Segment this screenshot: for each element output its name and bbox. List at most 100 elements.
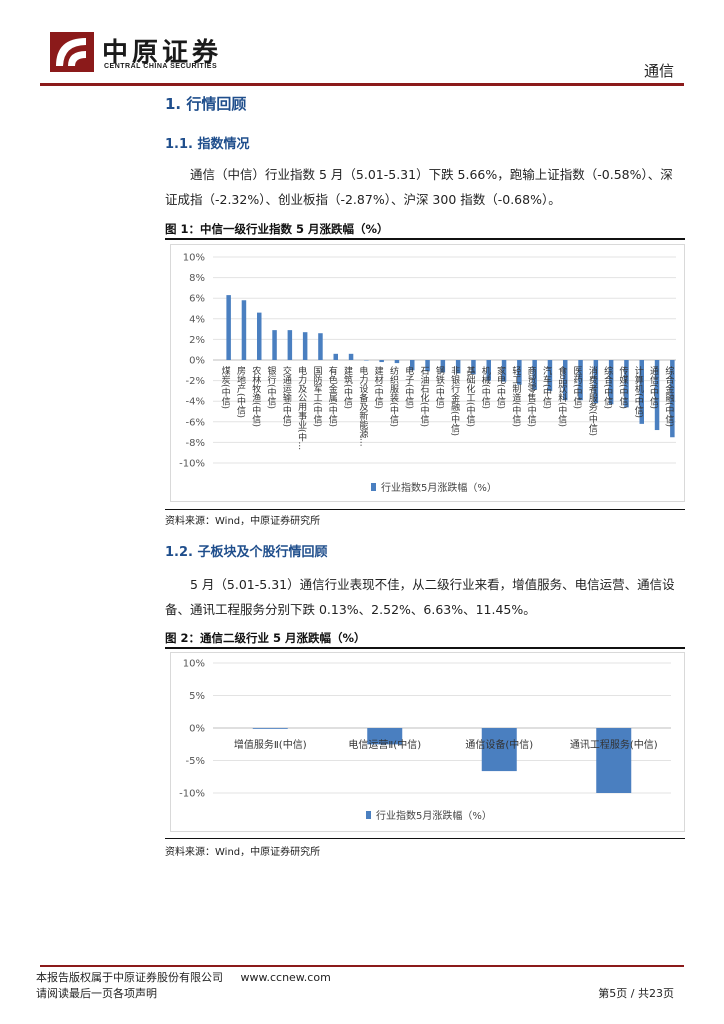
bar [287, 330, 293, 360]
chart2-svg: 10% 5% 0% -5% -10% 增值服务Ⅱ(中信) 电信运营Ⅱ(中信) 通信设备(中信)… [179, 659, 671, 822]
x-category-label: 基础化工(中信) [464, 365, 475, 427]
x-category-label: 轻工制造(中信) [510, 365, 520, 427]
figure2-title: 图 2：通信二级行业 5 月涨跌幅（%） [165, 631, 366, 645]
legend-swatch [371, 483, 376, 491]
x-category-label: 电子(中信) [403, 365, 414, 409]
y-tick-label: -10% [179, 789, 205, 800]
legend-label: 行业指数5月涨跌幅（%） [381, 481, 497, 494]
bar [624, 360, 629, 408]
chart1-svg: 10% 8% 6% 4% 2% 0% -2% -4% -6% -8% -10% 煤炭(中信) 房地产(中… [179, 253, 676, 494]
y-tick-label: -2% [186, 376, 205, 387]
figure2-bottom-rule [165, 838, 685, 839]
header-divider [40, 83, 684, 86]
figure1-bottom-rule [165, 509, 685, 510]
subsection-title-index: 1.1. 指数情况 [165, 137, 250, 152]
footer-disclaimer: 请阅读最后一页各项声明 [36, 987, 157, 1000]
legend: 行业指数5月涨跌幅（%） [371, 481, 497, 494]
x-category-label: 汽车(中信) [541, 365, 552, 409]
bar [455, 360, 461, 374]
bar [364, 360, 369, 361]
x-category-label: 计算机(中信) [633, 365, 644, 418]
section-title: 1. 行情回顾 [165, 95, 247, 113]
figure2-chart: 10% 5% 0% -5% -10% 增值服务Ⅱ(中信) 电信运营Ⅱ(中信) 通信设备(中信)… [170, 652, 685, 832]
x-category-label: 石油石化(中信) [419, 366, 430, 427]
bar [425, 360, 430, 372]
x-category-label: 医药(中信) [572, 366, 583, 409]
bar [596, 728, 632, 793]
bar [501, 360, 507, 382]
x-category-label: 非银行金融(中信) [449, 365, 460, 436]
x-category-label: 通信(中信) [648, 366, 659, 409]
bar [226, 295, 231, 360]
bar [517, 360, 522, 385]
figure1-top-rule [165, 238, 685, 240]
y-tick-label: 8% [189, 273, 205, 284]
bar [481, 728, 517, 772]
y-tick-label: -10% [179, 459, 205, 470]
bar [532, 360, 537, 390]
bar [440, 360, 446, 373]
x-category-label: 有色金属(中信) [327, 365, 338, 427]
x-category-label: 电力设备及新能源... [357, 365, 368, 447]
bar [410, 360, 415, 371]
x-category-label: 建材(中信) [373, 365, 384, 409]
x-category-label: 农林牧渔(中信) [250, 365, 261, 427]
x-category-label: 综合(中信) [602, 365, 613, 409]
website-link[interactable]: www.ccnew.com [240, 971, 331, 984]
x-category-label: 食品饮料(中信) [556, 365, 567, 427]
copyright-text: 本报告版权属于中原证券股份有限公司 [36, 971, 223, 984]
bar [333, 353, 338, 360]
bar [257, 312, 262, 360]
x-category-label: 通信设备(中信) [465, 738, 533, 751]
index-paragraph: 通信（中信）行业指数 5 月（5.01-5.31）下跌 5.66%，跑输上证指数… [165, 167, 673, 207]
x-category-label: 建筑(中信) [342, 365, 353, 409]
x-category-label: 通讯工程服务(中信) [570, 738, 658, 751]
bar [394, 360, 400, 364]
logo-text: 中原证券 [102, 38, 223, 68]
bar [302, 332, 308, 360]
bar [348, 353, 354, 360]
x-category-label: 银行(中信) [266, 365, 277, 409]
legend-label: 行业指数5月涨跌幅（%） [376, 809, 492, 822]
figure1-title: 图 1：中信一级行业指数 5 月涨跌幅（%） [165, 222, 389, 236]
figure2-top-rule [165, 647, 685, 649]
bar [318, 333, 323, 360]
footer-copyright: 本报告版权属于中原证券股份有限公司 www.ccnew.com [36, 969, 331, 985]
page-number: 第5页 / 共23页 [598, 987, 674, 1000]
bar [578, 360, 583, 401]
bar [639, 360, 644, 424]
y-tick-label: 0% [189, 356, 205, 367]
figure1-source: 资料来源：Wind，中原证券研究所 [165, 516, 321, 527]
x-category-label: 传媒(中信) [617, 365, 628, 409]
sectors-paragraph: 5 月（5.01-5.31）通信行业表现不佳，从二级行业来看，增值服务、电信运营… [165, 577, 675, 617]
x-category-label: 增值服务Ⅱ(中信) [234, 738, 307, 751]
y-tick-label: 6% [189, 294, 205, 305]
bar [593, 360, 599, 404]
y-tick-label: 5% [189, 691, 205, 702]
y-tick-label: -6% [186, 417, 205, 428]
footer-divider [40, 965, 684, 967]
section-label: 通信 [643, 62, 674, 80]
bar [379, 360, 384, 363]
x-category-label: 电信运营Ⅱ(中信) [348, 738, 421, 751]
x-category-label: 钢铁(中信) [434, 365, 445, 409]
y-tick-label: 2% [189, 335, 205, 346]
x-category-label: 机械(中信) [480, 365, 491, 409]
y-tick-label: 10% [183, 659, 205, 670]
legend-swatch [366, 811, 371, 819]
x-category-label: 国防军工(中信) [311, 366, 322, 427]
bar [252, 728, 288, 729]
figure1-chart: 10% 8% 6% 4% 2% 0% -2% -4% -6% -8% -10% 煤炭(中信) 房地产(中… [170, 244, 685, 502]
y-tick-label: -8% [186, 438, 205, 449]
bar [272, 330, 277, 360]
y-tick-label: 10% [183, 253, 205, 264]
x-category-label: 交通运输(中信) [281, 365, 292, 427]
subsection-title-sectors: 1.2. 子板块及个股行情回顾 [165, 545, 328, 560]
figure2-source: 资料来源：Wind，中原证券研究所 [165, 847, 321, 858]
legend: 行业指数5月涨跌幅（%） [366, 809, 492, 822]
bar [486, 360, 491, 381]
x-category-label: 商贸零售(中信) [526, 365, 537, 427]
x-category-label: 消费者服务(中信) [587, 365, 598, 436]
bar [670, 360, 675, 438]
bar [367, 728, 403, 745]
